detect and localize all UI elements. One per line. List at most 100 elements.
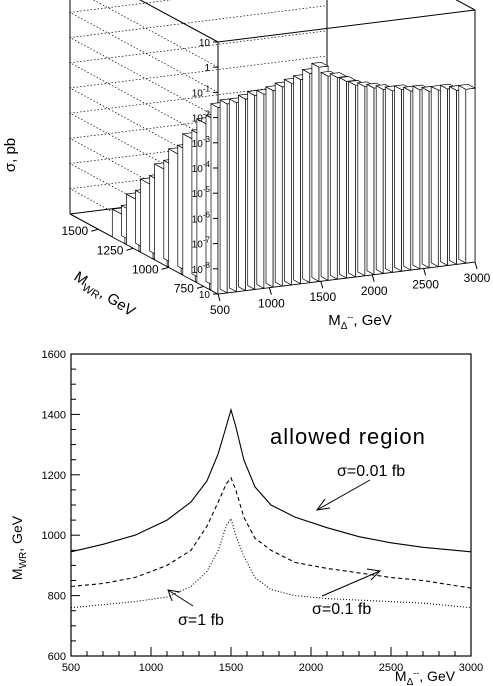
bar-side bbox=[348, 80, 357, 278]
bar-side bbox=[302, 69, 311, 284]
contour-plot: 600 800 1000 1200 1400 1600 500 1000 1500 2000 25… bbox=[9, 349, 483, 686]
x-tick-label: 2500 bbox=[412, 277, 439, 291]
bar-top bbox=[310, 61, 330, 68]
bar-top bbox=[329, 72, 348, 78]
y-tick bbox=[91, 228, 99, 232]
bar-side bbox=[320, 71, 329, 281]
lego-y-axis-title: MWR, GeV bbox=[69, 268, 138, 322]
x-tick-label: 500 bbox=[62, 662, 80, 674]
bar-side bbox=[412, 85, 421, 270]
z-gridline bbox=[68, 55, 328, 169]
bar-side bbox=[339, 77, 347, 279]
z-gridline bbox=[68, 0, 219, 93]
bar-side bbox=[247, 91, 256, 290]
y-tick bbox=[161, 266, 169, 270]
x-tick-label: 1000 bbox=[258, 297, 285, 311]
x-axis-title: MΔ--, GeV bbox=[395, 668, 456, 686]
x-tick bbox=[474, 261, 478, 270]
label-sigma-01: σ=0.1 fb bbox=[312, 601, 371, 618]
lego-z-axis-title: σ, pb bbox=[2, 138, 19, 172]
x-tick-label: 2000 bbox=[361, 284, 388, 298]
y-tick-label: 1600 bbox=[42, 349, 66, 361]
x-tick-label: 500 bbox=[210, 303, 230, 317]
z-tick-label: 10 bbox=[199, 290, 211, 301]
x-tick bbox=[423, 268, 427, 276]
bar-side bbox=[219, 99, 228, 294]
bar-side bbox=[311, 62, 320, 282]
bar-side bbox=[265, 86, 274, 288]
bar-side bbox=[357, 82, 366, 277]
series-line-0 bbox=[70, 407, 472, 553]
y-tick-label: 800 bbox=[48, 591, 66, 603]
bar bbox=[465, 87, 476, 264]
bar-side bbox=[430, 85, 439, 268]
bar-side bbox=[403, 86, 412, 271]
x-axis-ticks: 500 1000 1500 2000 2500 3000 bbox=[62, 647, 483, 674]
annotation-arrows bbox=[167, 479, 382, 607]
arrowhead-sigma-1 bbox=[167, 589, 181, 602]
y-tick-label: 600 bbox=[48, 651, 66, 663]
bar-side bbox=[256, 89, 265, 289]
bar-side bbox=[293, 75, 301, 285]
bar-side bbox=[394, 85, 402, 272]
x-tick-label: 2000 bbox=[299, 662, 323, 674]
bar-side bbox=[284, 78, 292, 286]
bar-side bbox=[274, 82, 283, 287]
label-sigma-1: σ=1 fb bbox=[178, 612, 224, 629]
bar-side bbox=[440, 84, 448, 266]
z-gridline bbox=[68, 5, 328, 118]
bar-side bbox=[384, 86, 393, 273]
frame-edge bbox=[139, 0, 219, 43]
x-tick-label: 3000 bbox=[459, 662, 483, 674]
y-tick-label: 1250 bbox=[97, 243, 124, 257]
bar-top bbox=[457, 83, 477, 90]
frame-edge bbox=[455, 0, 476, 11]
lego-bars bbox=[111, 61, 477, 295]
arrow-sigma-01 bbox=[321, 570, 381, 597]
x-tick-label: 3000 bbox=[464, 271, 491, 285]
y-tick-label: 1000 bbox=[42, 530, 66, 542]
y-tick-label: 1400 bbox=[42, 409, 66, 421]
z-tick-label: 10 bbox=[199, 38, 211, 49]
x-tick-label: 2500 bbox=[379, 662, 403, 674]
x-tick-label: 1000 bbox=[139, 662, 163, 674]
bar-side bbox=[449, 86, 457, 265]
bar-side bbox=[375, 85, 384, 274]
z-tick-label: 1 bbox=[204, 63, 210, 74]
y-axis-ticks: 600 800 1000 1200 1400 1600 bbox=[42, 349, 80, 663]
contour-lines bbox=[70, 407, 472, 609]
y-tick-label: 1000 bbox=[132, 262, 159, 276]
x-tick bbox=[371, 274, 375, 282]
frame-edge bbox=[217, 9, 476, 43]
arrowhead-sigma-001 bbox=[315, 498, 331, 511]
y-axis-title: MWR, GeV bbox=[9, 515, 29, 580]
lego-x-ticks: 500 1000 1500 2000 2500 3000 bbox=[210, 261, 491, 317]
y-tick-label: 1200 bbox=[42, 470, 66, 482]
label-sigma-001: σ=0.01 fb bbox=[337, 463, 405, 480]
allowed-region-label: allowed region bbox=[270, 424, 426, 449]
y-tick-label: 750 bbox=[174, 281, 194, 295]
z-tick-label: 10-1 bbox=[192, 84, 211, 99]
z-gridline bbox=[92, 0, 219, 68]
bar-side bbox=[329, 73, 338, 280]
arrow-sigma-001 bbox=[316, 479, 371, 511]
bar-side bbox=[210, 103, 219, 295]
lego-y-ticks: 750 1000 1250 1500 bbox=[61, 224, 205, 295]
x-tick bbox=[320, 281, 324, 289]
z-gridline bbox=[139, 0, 219, 43]
arrowhead-sigma-01 bbox=[366, 568, 382, 581]
y-tick bbox=[196, 285, 205, 289]
x-tick bbox=[217, 293, 221, 302]
series-line-2 bbox=[70, 517, 472, 609]
y-tick bbox=[126, 247, 134, 251]
arrow-sigma-1 bbox=[167, 589, 194, 607]
series-line-1 bbox=[70, 476, 472, 589]
bar-side bbox=[458, 84, 467, 264]
x-tick bbox=[268, 287, 272, 295]
x-tick-label: 1500 bbox=[309, 290, 336, 304]
x-tick-label: 1500 bbox=[219, 662, 243, 674]
bar-side bbox=[238, 94, 246, 292]
y-tick-label: 1500 bbox=[61, 224, 88, 238]
